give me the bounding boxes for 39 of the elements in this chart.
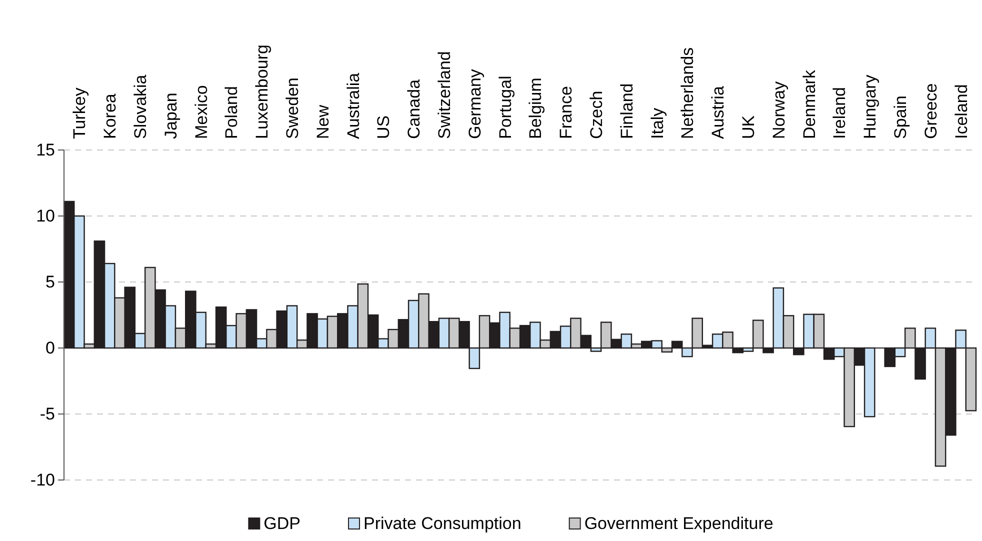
x-tick-label: Mexico: [192, 85, 211, 139]
legend-label: Private Consumption: [364, 514, 522, 533]
legend-label: GDP: [264, 514, 301, 533]
x-tick-label: Italy: [648, 107, 667, 139]
x-tick-label: Sweden: [283, 78, 302, 139]
x-tick-label: Germany: [465, 68, 484, 139]
x-tick-label: Turkey: [70, 87, 90, 139]
y-tick-label: 0: [46, 338, 55, 358]
x-tick-label: Greece: [921, 83, 940, 139]
x-tick-label: Canada: [404, 78, 424, 139]
x-tick-label: US: [374, 115, 394, 139]
x-tick-label: Korea: [100, 93, 120, 139]
x-tick-label: Portugal: [496, 76, 515, 139]
x-tick-label: Switzerland: [435, 51, 454, 139]
y-tick-label: 10: [36, 206, 55, 226]
y-tick-label: -10: [30, 470, 55, 490]
x-tick-label: Slovakia: [131, 74, 150, 139]
legend-label: Government Expenditure: [584, 514, 774, 533]
x-tick-label: Luxembourg: [252, 44, 272, 139]
x-tick-label: New: [313, 104, 332, 139]
x-tick-label: Finland: [617, 83, 636, 139]
x-tick-label: Iceland: [952, 84, 971, 139]
x-tick-label: Czech: [587, 90, 606, 139]
x-tick-label: France: [556, 86, 576, 139]
x-tick-label: Spain: [891, 96, 910, 139]
x-tick-label: Poland: [222, 86, 242, 139]
x-tick-label: Norway: [769, 80, 788, 139]
x-tick-label: Belgium: [526, 78, 546, 139]
y-tick-label: -5: [40, 404, 55, 424]
x-tick-label: Netherlands: [678, 47, 698, 139]
y-tick-label: 5: [46, 272, 55, 292]
y-tick-label: 15: [36, 140, 55, 160]
x-tick-label: UK: [739, 114, 758, 139]
x-tick-label: Ireland: [830, 87, 850, 139]
x-tick-label: Denmark: [800, 70, 819, 139]
x-tick-label: Austria: [708, 86, 728, 139]
x-tick-label: Hungary: [860, 74, 880, 139]
x-tick-label: Australia: [344, 72, 363, 139]
x-tick-label: Japan: [161, 92, 180, 139]
